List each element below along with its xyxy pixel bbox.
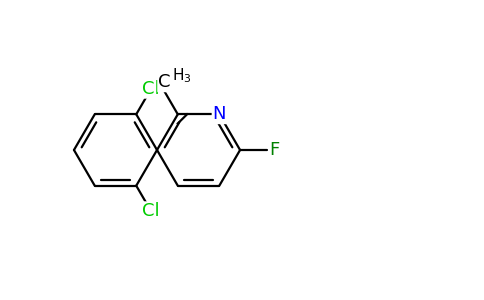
- Text: N: N: [212, 105, 226, 123]
- Text: C: C: [158, 74, 171, 92]
- Text: H$_3$: H$_3$: [172, 67, 192, 86]
- Text: Cl: Cl: [142, 80, 160, 98]
- Text: Cl: Cl: [142, 202, 160, 220]
- Text: F: F: [269, 141, 279, 159]
